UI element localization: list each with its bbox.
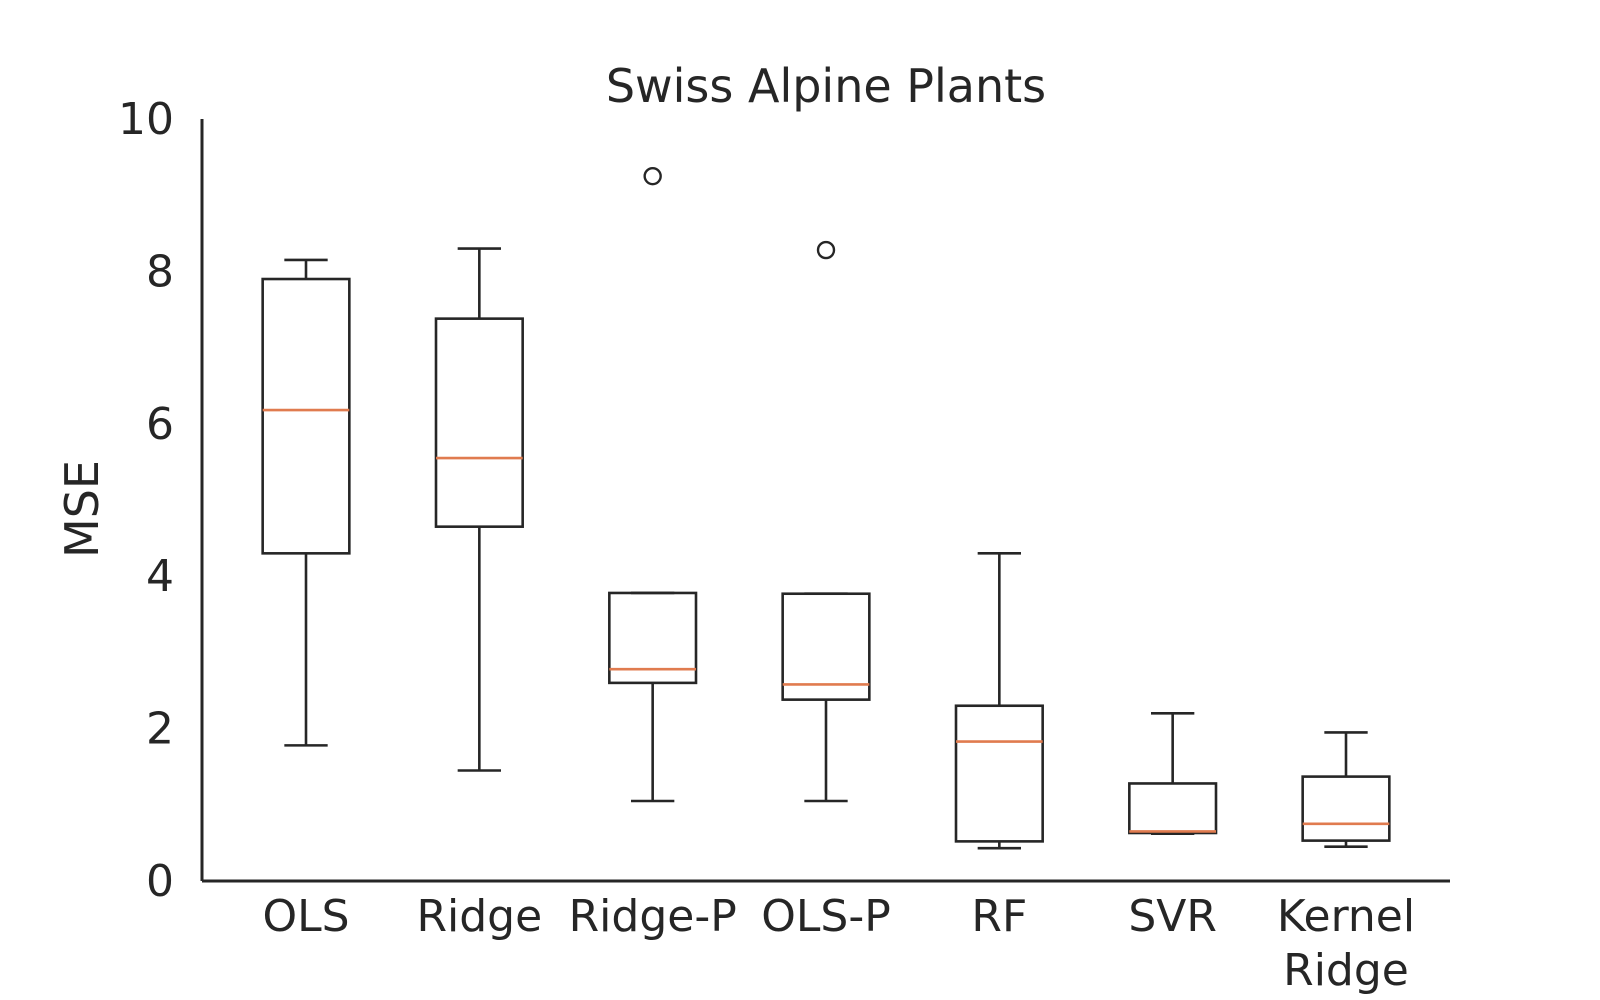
x-tick-label: Ridge [416, 891, 542, 942]
y-tick-label: 4 [146, 551, 174, 602]
x-tick-label: RF [971, 891, 1027, 942]
x-tick-label: Kernel Ridge [1277, 891, 1415, 996]
x-tick-label: OLS [262, 891, 349, 942]
y-tick-label: 2 [146, 704, 174, 755]
outlier-point [816, 240, 836, 260]
plot-area: 0 2 4 6 8 10 OLS Ridge Ridge-P OLS-P RF SVR Kernel Ri… [118, 94, 1415, 996]
y-tick-label: 0 [146, 856, 174, 907]
y-axis-label: MSE [55, 460, 109, 558]
box [1128, 782, 1218, 835]
chart-title: Swiss Alpine Plants [606, 59, 1046, 113]
x-tick-label: SVR [1128, 891, 1217, 942]
outlier-point [643, 166, 662, 186]
x-tick-label: OLS-P [761, 891, 891, 942]
y-tick-label: 10 [118, 94, 174, 145]
y-tick-label: 8 [146, 246, 174, 297]
y-tick-label: 6 [146, 399, 174, 450]
box [954, 704, 1044, 843]
x-tick-label: Ridge-P [569, 891, 737, 942]
box [1301, 775, 1391, 842]
box [608, 591, 698, 685]
box [261, 277, 351, 555]
box [434, 317, 524, 528]
box [781, 592, 871, 701]
